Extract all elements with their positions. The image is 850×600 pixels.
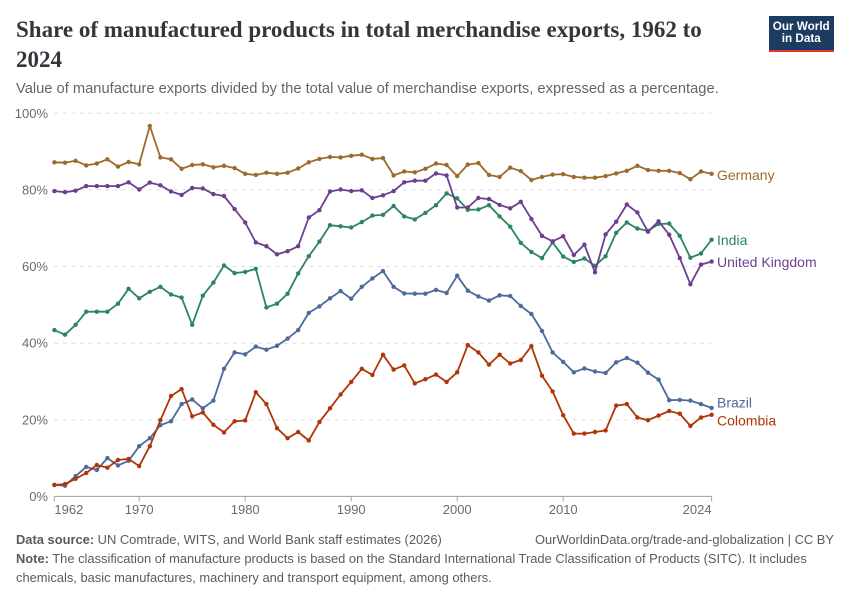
svg-text:2010: 2010: [549, 502, 578, 517]
svg-text:100%: 100%: [15, 106, 49, 121]
svg-text:60%: 60%: [22, 259, 48, 274]
svg-text:2024: 2024: [683, 502, 712, 517]
svg-text:Germany: Germany: [717, 167, 775, 183]
svg-text:1970: 1970: [125, 502, 154, 517]
svg-text:Brazil: Brazil: [717, 394, 752, 410]
svg-text:2000: 2000: [443, 502, 472, 517]
svg-text:Colombia: Colombia: [717, 412, 776, 428]
svg-text:United Kingdom: United Kingdom: [717, 254, 817, 270]
svg-text:40%: 40%: [22, 336, 48, 351]
svg-text:80%: 80%: [22, 182, 48, 197]
svg-text:1990: 1990: [337, 502, 366, 517]
svg-text:1962: 1962: [54, 502, 83, 517]
svg-text:1980: 1980: [231, 502, 260, 517]
svg-text:0%: 0%: [29, 489, 48, 504]
svg-text:India: India: [717, 232, 748, 248]
svg-text:20%: 20%: [22, 412, 48, 427]
